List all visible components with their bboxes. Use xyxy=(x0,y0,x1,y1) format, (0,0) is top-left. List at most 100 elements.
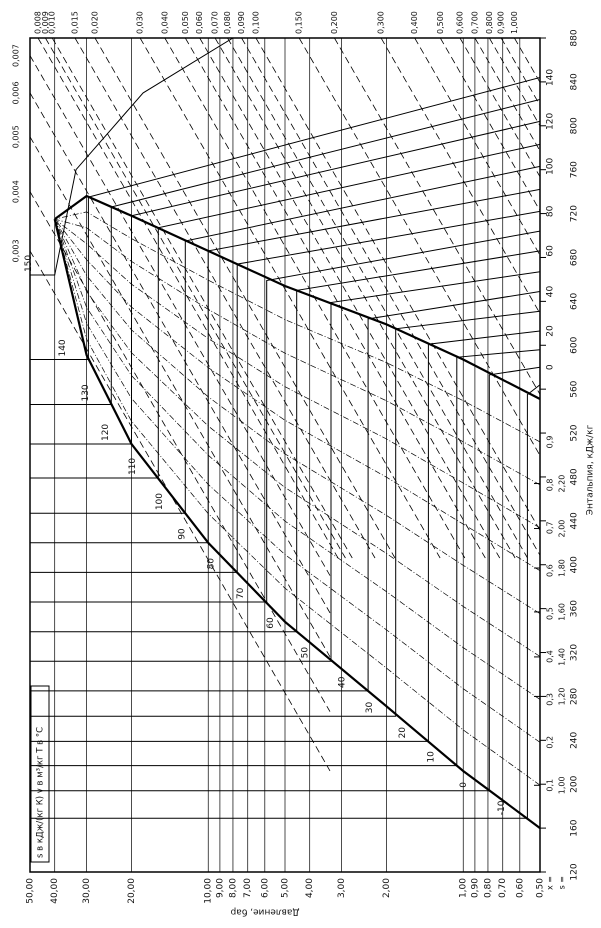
y-tick-label: 5,00 xyxy=(281,878,291,898)
x-tick-label: 560 xyxy=(570,380,580,397)
legend-text: s в кДж/(кг К) v в м³/кг T в °C xyxy=(36,727,46,858)
y-axis-title: Давление, бар xyxy=(230,907,299,917)
y-tick-label: 20,00 xyxy=(127,878,137,904)
y-tick-label: 0,60 xyxy=(515,878,525,898)
isotherm-label: 150 xyxy=(24,255,34,272)
x-axis-title: Энтальпия, кДж/кг xyxy=(586,424,596,515)
isochor-label: 0,080 xyxy=(223,11,232,34)
y-tick-label: 0,80 xyxy=(483,878,493,898)
isotherm-label: 20 xyxy=(398,727,408,739)
x-tick-label: 760 xyxy=(570,161,580,178)
quality-label: 0,2 xyxy=(546,736,555,749)
isochor-label: 0,900 xyxy=(497,11,506,34)
isochor-label: 0,150 xyxy=(295,11,304,34)
entropy-label: 2,20 xyxy=(558,475,567,493)
isotherm-label: 140 xyxy=(58,339,68,356)
isotherm-end-label: 80 xyxy=(546,205,556,217)
isotherm-end-label: 120 xyxy=(546,113,556,130)
isochor-label: 0,400 xyxy=(410,11,419,34)
entropy-label: 1,20 xyxy=(558,688,567,706)
entropy-label: 1,60 xyxy=(558,603,567,621)
isotherm-label: 120 xyxy=(101,424,111,441)
isochor-label: 0,015 xyxy=(71,11,80,34)
isotherm-label: 130 xyxy=(81,384,91,401)
x-tick-label: 440 xyxy=(570,512,580,529)
x-tick-label: 120 xyxy=(570,863,580,880)
isotherm-label: 60 xyxy=(266,617,276,629)
quality-label: 0,9 xyxy=(546,436,555,449)
isochor-label: 0,040 xyxy=(160,11,169,34)
x-tick-label: 680 xyxy=(570,249,580,266)
y-tick-label: 0,90 xyxy=(470,878,480,898)
quality-label: 0,3 xyxy=(546,693,555,706)
isotherm-label: 70 xyxy=(236,587,246,599)
isotherm-end-label: 20 xyxy=(546,325,556,337)
x-tick-label: 280 xyxy=(570,688,580,705)
x-tick-label: 480 xyxy=(570,468,580,485)
isochor-label: 1,000 xyxy=(510,11,519,34)
isotherm-label: 30 xyxy=(365,701,375,713)
y-tick-label: 9,00 xyxy=(215,878,225,898)
isochor-label: 0,100 xyxy=(251,11,260,34)
isotherm-label: 10 xyxy=(426,751,436,763)
x-tick-label: 240 xyxy=(570,731,580,748)
isotherm-end-label: 140 xyxy=(546,69,556,86)
quality-title: x = xyxy=(546,876,555,890)
y-tick-label: 0,70 xyxy=(498,878,508,898)
y-tick-label: 7,00 xyxy=(243,878,253,898)
x-tick-label: 600 xyxy=(570,336,580,353)
y-tick-label: 40,00 xyxy=(50,878,60,904)
isotherm-label: 100 xyxy=(155,493,165,510)
quality-label: 0,1 xyxy=(546,779,555,792)
x-tick-label: 720 xyxy=(570,205,580,222)
x-tick-label: 160 xyxy=(570,819,580,836)
y-tick-label: 4,00 xyxy=(305,878,315,898)
entropy-label: 1,40 xyxy=(558,648,567,666)
isochor-label: 0,007 xyxy=(12,44,21,67)
isotherm-end-label: 0 xyxy=(546,364,556,370)
isotherm-label: 0 xyxy=(459,782,469,788)
quality-label: 0,4 xyxy=(546,650,555,663)
quality-label: 0,7 xyxy=(546,521,555,534)
x-tick-label: 800 xyxy=(570,117,580,134)
entropy-label: 1,80 xyxy=(558,559,567,577)
quality-label: 0,8 xyxy=(546,478,555,491)
y-tick-label: 6,00 xyxy=(260,878,270,898)
x-tick-label: 520 xyxy=(570,424,580,441)
isochor-label: 0,800 xyxy=(485,11,494,34)
isochor-label: 0,030 xyxy=(136,11,145,34)
isotherm-label: 50 xyxy=(301,647,311,659)
isochor-label: 0,050 xyxy=(181,11,190,34)
y-tick-label: 10,00 xyxy=(204,878,214,904)
x-tick-label: 200 xyxy=(570,775,580,792)
isochor-label: 0,300 xyxy=(377,11,386,34)
y-tick-label: 1,00 xyxy=(459,878,469,898)
quality-label: 0,6 xyxy=(546,564,555,577)
isotherm-end-label: 100 xyxy=(546,158,556,175)
x-tick-label: 640 xyxy=(570,293,580,310)
isotherm-end-label: 40 xyxy=(546,285,556,297)
y-tick-label: 50,00 xyxy=(26,878,36,904)
x-tick-label: 320 xyxy=(570,644,580,661)
y-tick-label: 3,00 xyxy=(337,878,347,898)
x-tick-label: 360 xyxy=(570,600,580,617)
isotherm-label: 90 xyxy=(178,528,188,540)
isochor-label: 0,006 xyxy=(12,81,21,104)
isotherm-label: 110 xyxy=(128,458,138,475)
isochor-label: 0,200 xyxy=(330,11,339,34)
isochor-label: 0,600 xyxy=(455,11,464,34)
entropy-label: 1,00 xyxy=(558,776,567,794)
y-tick-label: 0,50 xyxy=(536,878,546,898)
entropy-label: 2,00 xyxy=(558,520,567,538)
isochor-label: 0,060 xyxy=(195,11,204,34)
isochor-label: 0,700 xyxy=(470,11,479,34)
isotherm-label: 40 xyxy=(338,676,348,688)
isochor-label: 0,070 xyxy=(211,11,220,34)
isochor-label: 0,005 xyxy=(12,125,21,148)
isochor-label: 0,004 xyxy=(12,180,21,203)
isochor-label: 0,020 xyxy=(91,11,100,34)
isotherm-label: 80 xyxy=(207,558,217,570)
